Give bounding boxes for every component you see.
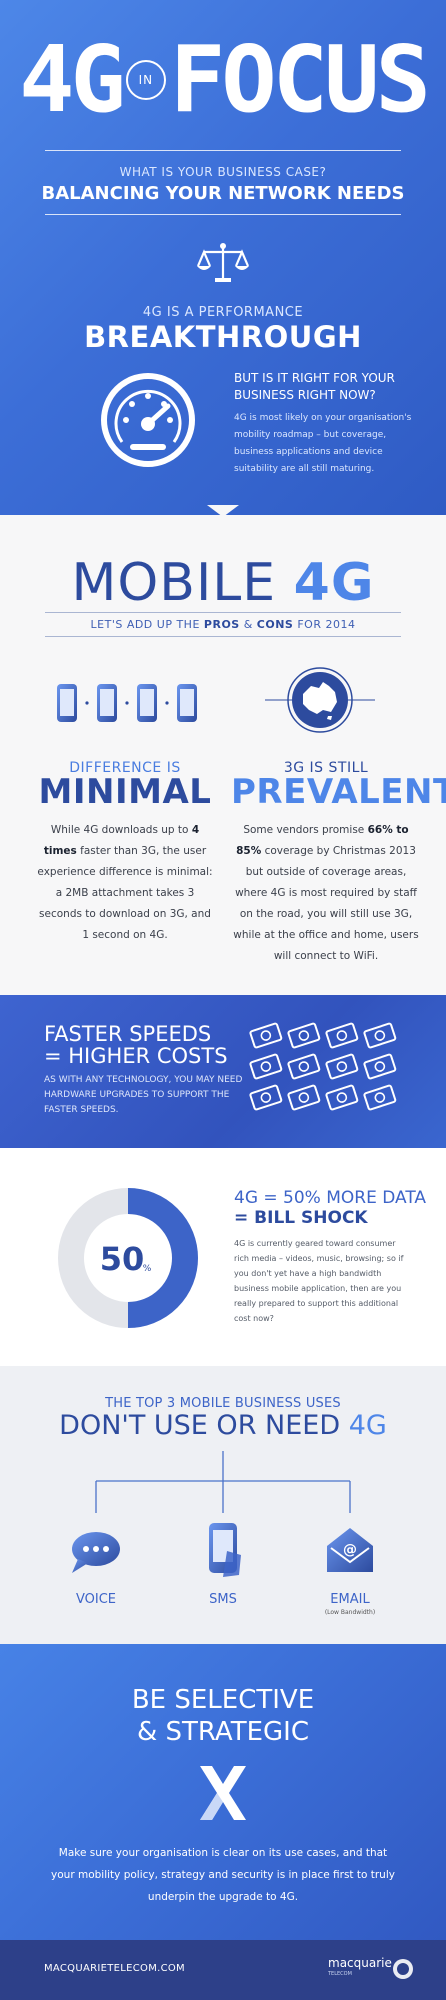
be-selective-section: BE SELECTIVE & STRATEGIC Make sure your … <box>0 1644 446 1940</box>
tree-connector <box>95 1451 351 1513</box>
phone-sms-icon <box>209 1523 241 1577</box>
top3-title-big-a: DON'T USE OR NEED <box>59 1410 341 1441</box>
mobile-subtitle-amp: & <box>243 618 253 631</box>
top3-title-big: DON'T USE OR NEED 4G <box>0 1410 446 1441</box>
hero-title: 4G IN FOCUS <box>0 30 446 130</box>
mobile-title-light: MOBILE <box>71 553 277 613</box>
speech-bubble-icon <box>72 1532 120 1573</box>
money-bill-icon <box>287 1022 321 1049</box>
mobile-divider-bottom <box>45 636 401 637</box>
minimal-body-bold: 4 times <box>43 824 200 857</box>
notch-pointer <box>207 505 239 515</box>
footer-logo-text: macquarie <box>328 1956 392 1970</box>
prevalent-body-a: Some vendors promise <box>243 824 365 836</box>
money-bill-icon <box>249 1084 283 1111</box>
speeds-title-line2: = HIGHER COSTS <box>44 1044 228 1068</box>
divider-top <box>45 150 401 151</box>
australia-map-icon <box>265 667 375 733</box>
mobile-subtitle-b: FOR 2014 <box>297 618 356 631</box>
faster-speeds-section: FASTER SPEEDS = HIGHER COSTS AS WITH ANY… <box>0 995 446 1148</box>
minimal-head-big: MINIMAL <box>38 772 212 812</box>
selective-body: Make sure your organisation is clear on … <box>51 1847 395 1903</box>
header-section: 4G IN FOCUS WHAT IS YOUR BUSINESS CASE? BA… <box>0 0 446 515</box>
hero-4g: 4G <box>19 26 126 133</box>
perf-small: 4G IS A PERFORMANCE <box>142 305 304 320</box>
minimal-body-a: While 4G downloads up to <box>50 824 189 836</box>
question-title: BUT IS IT RIGHT FOR YOUR BUSINESS RIGHT … <box>234 371 395 402</box>
donut-unit: % <box>143 1264 152 1274</box>
mobile-subtitle-a: LET'S ADD UP THE <box>90 618 200 631</box>
footer-url-link[interactable]: MACQUARIETELECOM.COM <box>44 1963 185 1974</box>
question-body: 4G is most likely on your organisation's… <box>234 413 412 474</box>
minimal-body-b: faster than 3G, the user experience diff… <box>37 845 213 941</box>
minimal-body: While 4G downloads up to 4 times faster … <box>35 820 215 946</box>
subtitle-big: BALANCING YOUR NETWORK NEEDS <box>41 183 405 204</box>
subtitle-small: WHAT IS YOUR BUSINESS CASE? <box>119 165 327 179</box>
mobile-subtitle-pros: PROS <box>203 618 240 631</box>
money-bill-icon <box>363 1053 397 1080</box>
divider-bottom <box>45 214 401 215</box>
selective-title-line2: & STRATEGIC <box>137 1717 309 1747</box>
selective-title-line1: BE SELECTIVE <box>131 1685 315 1715</box>
money-bill-icon <box>325 1053 359 1080</box>
svg-text:@: @ <box>343 1542 357 1558</box>
top3-title-big-b: 4G <box>348 1410 387 1441</box>
hero-in-badge: IN <box>125 59 166 100</box>
donut-value: 50 <box>100 1240 145 1278</box>
mobile-title-bold: 4G <box>293 553 375 613</box>
prevalent-head-small: 3G IS STILL <box>283 760 369 776</box>
use-label-sms: SMS <box>209 1592 237 1607</box>
money-bill-icon <box>363 1022 397 1049</box>
prevalent-body: Some vendors promise 66% to 85% coverage… <box>231 820 421 967</box>
perf-big: BREAKTHROUGH <box>84 320 362 354</box>
selective-title: BE SELECTIVE & STRATEGIC <box>0 1684 446 1748</box>
speedometer-icon <box>101 373 195 467</box>
money-bill-icon <box>287 1084 321 1111</box>
donut-arc <box>127 1188 198 1328</box>
use-note-email: (Low Bandwidth) <box>324 1609 376 1616</box>
mobile-subtitle-cons: CONS <box>256 618 294 631</box>
money-bill-icon <box>325 1022 359 1049</box>
phones-icon <box>57 684 197 722</box>
mobile-divider-top <box>45 612 401 613</box>
donut-chart: 50 % <box>58 1188 198 1328</box>
use-label-voice: VOICE <box>75 1592 117 1607</box>
use-label-email: EMAIL <box>330 1592 370 1607</box>
money-bill-icon <box>363 1084 397 1111</box>
envelope-icon: @ <box>327 1528 373 1572</box>
bill-shock-section: 50 % 4G = 50% MORE DATA = BILL SHOCK 4G … <box>0 1148 446 1366</box>
bill-title-line1: 4G = 50% MORE DATA <box>234 1188 427 1208</box>
speeds-body: AS WITH ANY TECHNOLOGY, YOU MAY NEED HAR… <box>44 1075 243 1115</box>
mobile-subtitle: LET'S ADD UP THE PROS & CONS FOR 2014 <box>0 618 446 631</box>
footer-section: MACQUARIETELECOM.COM macquarie TELECOM <box>0 1940 446 2000</box>
money-bill-icon <box>249 1053 283 1080</box>
bill-body: 4G is currently geared toward consumer r… <box>234 1239 404 1323</box>
top3-title-small: THE TOP 3 MOBILE BUSINESS USES <box>105 1396 341 1411</box>
logo-mark-icon <box>393 1959 413 1979</box>
bill-title-line2: = BILL SHOCK <box>234 1208 368 1228</box>
money-bills-icon <box>249 1022 397 1111</box>
prevalent-body-bold: 66% to 85% <box>236 824 409 857</box>
top3-section: THE TOP 3 MOBILE BUSINESS USES DON'T USE… <box>0 1366 446 1644</box>
mobile-title: MOBILE 4G <box>0 553 446 613</box>
footer-logo-sub: TELECOM <box>328 1971 352 1977</box>
money-bill-icon <box>287 1053 321 1080</box>
prevalent-body-b: coverage by Christmas 2013 but outside o… <box>233 845 419 962</box>
speeds-title: FASTER SPEEDS = HIGHER COSTS <box>44 1023 228 1067</box>
money-bill-icon <box>325 1084 359 1111</box>
mobile-4g-section: MOBILE 4G LET'S ADD UP THE PROS & CONS F… <box>0 515 446 995</box>
minimal-head-small: DIFFERENCE IS <box>69 760 181 776</box>
scales-icon <box>196 243 250 282</box>
prevalent-head-big: PREVALENT <box>231 772 446 812</box>
speeds-title-line1: FASTER SPEEDS <box>44 1022 212 1046</box>
money-bill-icon <box>249 1022 283 1049</box>
hero-focus: FOCUS <box>169 26 431 133</box>
split-arrows-icon <box>200 1766 246 1820</box>
